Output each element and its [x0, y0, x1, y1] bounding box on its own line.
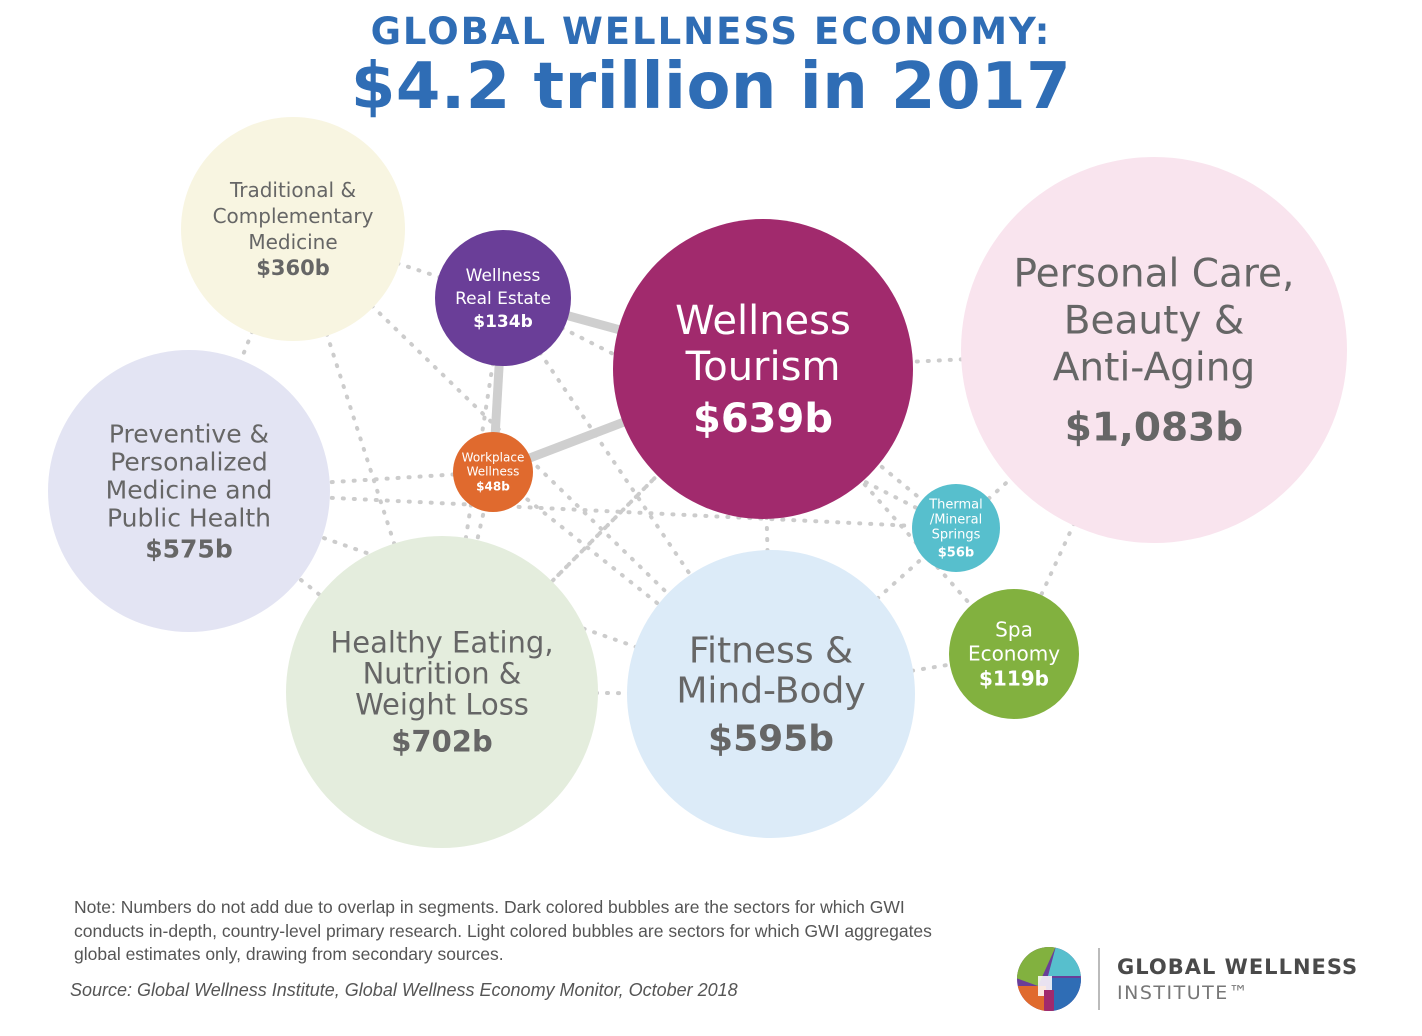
bubble-label-line: Fitness & [689, 631, 853, 672]
bubble-healthy-eating: Healthy Eating,Nutrition &Weight Loss$70… [286, 536, 598, 848]
bubble-circle [613, 219, 913, 519]
footnote: Note: Numbers do not add due to overlap … [74, 897, 932, 964]
bubble-circle [453, 432, 533, 512]
bubble-label-line: Traditional & [229, 178, 356, 202]
bubble-label-line: Wellness [467, 465, 520, 479]
bubble-value: $119b [979, 667, 1049, 691]
org-name-line-2: INSTITUTE™ [1117, 982, 1250, 1004]
bubble-label-line: Anti-Aging [1053, 346, 1255, 391]
bubble-label-line: Springs [932, 528, 981, 543]
bubble-value: $702b [391, 725, 492, 759]
bubble-value: $595b [708, 719, 834, 760]
bubble-value: $48b [476, 480, 510, 494]
bubble-label-line: Nutrition & [363, 657, 522, 691]
bubble-label-line: Mind-Body [676, 671, 865, 712]
bubble-label-line: Workplace [462, 451, 525, 465]
org-name-line-1: GLOBAL WELLNESS [1117, 955, 1359, 979]
logo-divider [1098, 948, 1100, 1010]
bubble-circle [627, 550, 915, 838]
bubble-label-line: Thermal [928, 498, 983, 513]
bubble-label-line: Healthy Eating, [330, 626, 553, 660]
dotted-connector [187, 470, 495, 493]
bubble-value: $56b [938, 546, 974, 561]
bubble-real-estate: Wellness Real Estate $134b [435, 230, 571, 366]
bubble-value: $639b [693, 396, 833, 442]
bubble-label-line: Medicine and [106, 475, 273, 504]
bubble-circle [435, 230, 571, 366]
bubble-circle [181, 117, 405, 341]
bubble-circle [286, 536, 598, 848]
bubble-label-line: Personal Care, [1014, 252, 1295, 297]
bubble-label-line: Preventive & [109, 419, 269, 448]
bubble-label-line: Medicine [248, 230, 337, 254]
bubble-label-line: Wellness [675, 298, 851, 344]
title-line-1: GLOBAL WELLNESS ECONOMY: [370, 10, 1052, 53]
bubble-label-line: Personalized [110, 447, 268, 476]
bubble-label-line: Wellness [466, 266, 541, 286]
bubble-label-line: Spa [995, 618, 1033, 642]
bubble-personal-care: Personal Care,Beauty &Anti-Aging $1,083b [961, 157, 1347, 543]
bubble-label-line: Beauty & [1064, 299, 1245, 344]
bubble-circle [912, 484, 1000, 572]
bubble-fitness: Fitness &Mind-Body $595b [627, 550, 915, 838]
dotted-connector [761, 367, 1016, 656]
bubble-circle [949, 589, 1079, 719]
dotted-connector [187, 489, 958, 530]
bubble-value: $1,083b [1065, 406, 1243, 451]
bubble-label-line: Tourism [685, 344, 841, 390]
source-note: Source: Global Wellness Institute, Globa… [70, 980, 738, 1000]
bubble-label-line: Weight Loss [355, 688, 529, 722]
title-line-2: $4.2 trillion in 2017 [350, 50, 1072, 124]
gwi-logo-icon [1017, 947, 1081, 1011]
bubble-label-line: Public Health [107, 503, 271, 532]
bubble-label-line: /Mineral [930, 513, 982, 528]
bubble-circle [961, 157, 1347, 543]
bubble-label-line: Complementary [213, 204, 374, 228]
bubble-circle [48, 350, 330, 632]
bubble-label-line: Economy [968, 642, 1060, 666]
bubble-value: $575b [145, 534, 232, 563]
bubble-label-line: Real Estate [455, 289, 551, 309]
bubble-value: $360b [256, 256, 329, 280]
bubble-value: $134b [473, 312, 532, 332]
